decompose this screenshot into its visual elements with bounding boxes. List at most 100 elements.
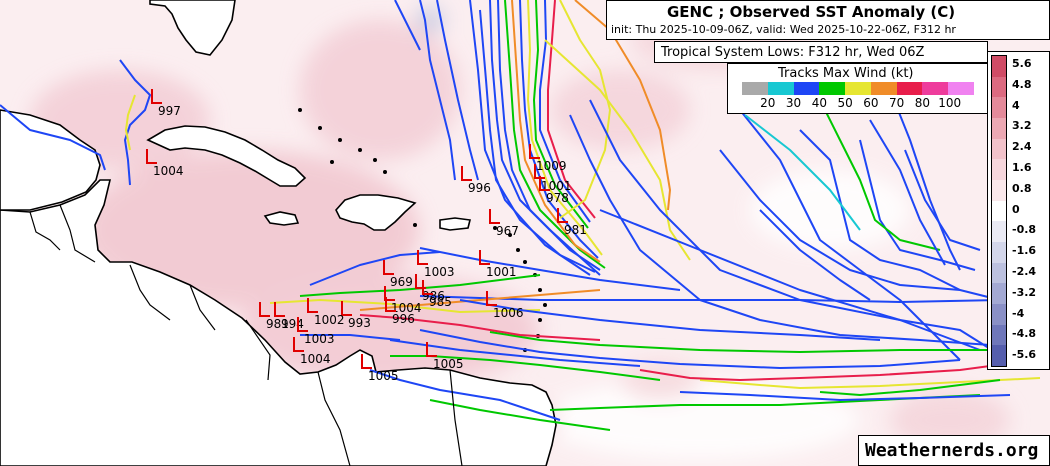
wind-swatch — [948, 82, 975, 95]
low-l-glyph — [151, 89, 162, 104]
low-l-glyph — [529, 144, 540, 159]
low-l-glyph — [557, 208, 568, 223]
sst-scale-label: -2.4 — [1012, 265, 1037, 278]
wind-tick-label: 50 — [837, 96, 853, 110]
sst-scale-label: 5.6 — [1012, 57, 1032, 70]
low-marker: 997 — [151, 89, 181, 118]
sst-scale-label: -4.8 — [1012, 327, 1037, 341]
wind-tick-row: 20 30 40 50 60 70 80 100 — [742, 96, 974, 112]
low-marker: 1001 — [479, 250, 517, 279]
low-l-glyph — [422, 280, 433, 295]
sst-swatch — [992, 324, 1006, 346]
wind-swatch — [742, 82, 768, 95]
low-pressure-label: 1004 — [153, 164, 184, 178]
low-pressure-label: 994 — [281, 317, 304, 331]
low-l-glyph — [274, 302, 285, 317]
wind-swatch — [845, 82, 871, 95]
header-panel: GENC ; Observed SST Anomaly (C) init: Th… — [606, 0, 1050, 40]
florida-landmass — [149, 0, 236, 56]
wind-swatch — [922, 82, 949, 95]
low-marker: 981 — [259, 302, 289, 331]
sst-scale-label: 3.2 — [1012, 119, 1032, 133]
sst-scale-label: 4.8 — [1012, 77, 1032, 91]
sst-swatch — [992, 242, 1006, 263]
sst-label-column: 5.6 4.8 4 3.2 2.4 1.6 0.8 0 -0.8 -1.6 -2.4 -3.2 -4 -4… — [1012, 55, 1050, 367]
sst-scale-label: -3.2 — [1012, 285, 1037, 299]
wind-swatch — [870, 82, 897, 95]
wind-swatch — [819, 82, 846, 95]
low-marker: 978 — [539, 176, 569, 205]
jamaica-island — [263, 211, 300, 226]
low-marker: 967 — [489, 209, 519, 238]
sst-scale-label: 0 — [1012, 202, 1020, 216]
wind-tick-label: 80 — [914, 96, 931, 110]
sst-swatch — [992, 262, 1006, 284]
low-pressure-label: 993 — [348, 316, 371, 330]
low-pressure-label: 1003 — [424, 265, 455, 279]
sst-swatch — [992, 118, 1006, 139]
low-marker: 1002 — [307, 298, 345, 327]
low-l-glyph — [146, 149, 157, 164]
wind-legend-title: Tracks Max Wind (kt) — [778, 66, 914, 81]
low-pressure-label: 1005 — [433, 357, 464, 371]
sst-swatch — [992, 304, 1006, 325]
sst-swatch — [992, 56, 1006, 77]
low-marker: 1003 — [417, 250, 455, 279]
sst-swatch — [992, 97, 1006, 119]
low-l-glyph — [426, 342, 437, 357]
low-pressure-label: 1009 — [536, 159, 567, 173]
wind-legend: Tracks Max Wind (kt) 20 30 40 50 60 70 80 100 — [727, 63, 988, 114]
low-pressure-label: 997 — [158, 104, 181, 118]
low-pressure-label: 985 — [429, 295, 452, 309]
low-marker: 1009 — [529, 144, 567, 173]
sst-color-bar — [991, 55, 1007, 367]
low-l-glyph — [489, 209, 500, 224]
storm-tracks — [0, 0, 1041, 431]
wind-tick-label: 40 — [811, 96, 827, 110]
low-pressure-label: 1002 — [314, 313, 345, 327]
low-l-glyph — [383, 260, 394, 275]
low-pressure-label: 981 — [266, 317, 289, 331]
low-l-glyph — [534, 164, 545, 179]
sst-swatch — [992, 76, 1006, 98]
low-marker: 981 — [557, 208, 587, 237]
sst-scale-label: 2.4 — [1012, 140, 1032, 154]
wind-tick-label: 20 — [760, 96, 776, 110]
low-marker: 1003 — [297, 317, 335, 346]
low-pressure-label: 986 — [422, 289, 445, 303]
sst-swatch — [992, 200, 1006, 222]
low-l-glyph — [417, 250, 428, 265]
low-l-glyph — [479, 250, 490, 265]
low-pressure-label: 1004 — [300, 352, 331, 366]
wind-swatch — [896, 82, 923, 95]
sst-scale-label: -5.6 — [1012, 348, 1037, 362]
low-marker: 996 — [385, 297, 415, 326]
watermark-box: Weathernerds.org — [858, 435, 1050, 466]
sst-scale: 5.6 4.8 4 3.2 2.4 1.6 0.8 0 -0.8 -1.6 -2.4 -3.2 -4 -4… — [987, 51, 1050, 370]
low-pressure-label: 978 — [546, 191, 569, 205]
low-pressure-label: 967 — [496, 224, 519, 238]
cuba-island — [146, 125, 307, 187]
low-marker: 985 — [422, 280, 452, 309]
low-pressure-label: 1004 — [391, 301, 422, 315]
hispaniola-island — [335, 194, 417, 231]
sst-scale-label: 1.6 — [1012, 161, 1032, 174]
low-l-glyph — [293, 337, 304, 352]
sst-scale-label: -0.8 — [1012, 223, 1037, 237]
wind-swatch — [793, 82, 820, 95]
sst-scale-label: 0.8 — [1012, 181, 1032, 195]
low-marker: 996 — [461, 166, 491, 195]
sst-swatch — [992, 138, 1006, 160]
init-valid-line: init: Thu 2025-10-09-06Z, valid: Wed 202… — [611, 23, 956, 36]
lows-label-box: Tropical System Lows: F312 hr, Wed 06Z — [654, 41, 988, 63]
map-title: GENC ; Observed SST Anomaly (C) — [667, 3, 956, 21]
sst-swatch — [992, 159, 1006, 181]
wind-color-bar — [742, 82, 975, 95]
sst-swatch — [992, 180, 1006, 201]
country-borders — [29, 204, 463, 466]
sst-scale-label: -4 — [1012, 306, 1025, 320]
low-l-glyph — [307, 298, 318, 313]
low-pressure-label: 1006 — [493, 306, 524, 320]
low-pressure-label: 996 — [468, 181, 491, 195]
